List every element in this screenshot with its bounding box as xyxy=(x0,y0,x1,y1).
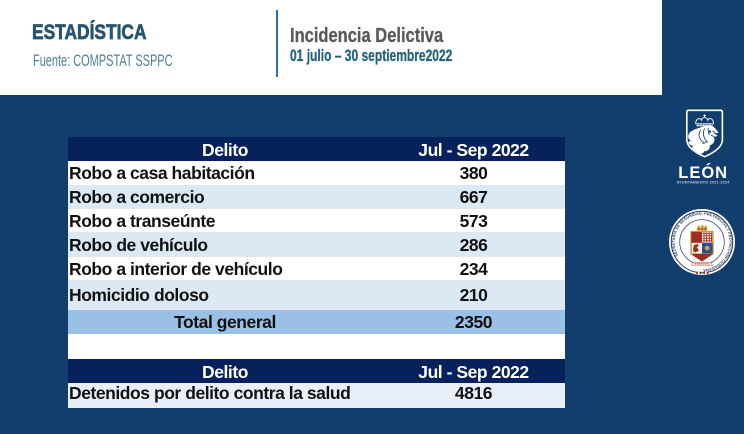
svg-text:LEÓN: LEÓN xyxy=(678,163,728,182)
svg-text:AYUNTAMIENTO 2021-2024: AYUNTAMIENTO 2021-2024 xyxy=(677,181,730,185)
